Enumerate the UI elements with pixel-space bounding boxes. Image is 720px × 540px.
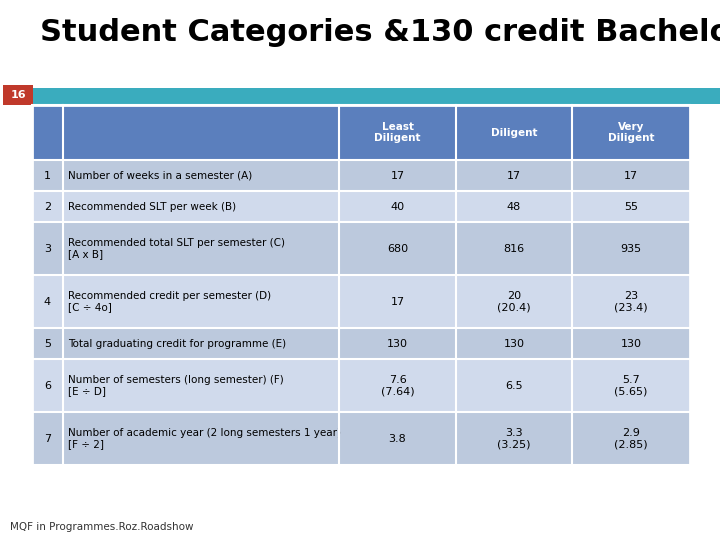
Bar (3, 85, 33, 105)
Text: 5.7
(5.65): 5.7 (5.65) (614, 375, 648, 396)
Bar (32, 191, 690, 222)
Text: Number of semesters (long semester) (F)
[E ÷ D]: Number of semesters (long semester) (F) … (68, 375, 284, 396)
Text: 17: 17 (390, 171, 405, 180)
Bar (32, 105, 690, 160)
Text: 17: 17 (507, 171, 521, 180)
Text: Diligent: Diligent (491, 127, 537, 138)
Text: 5: 5 (44, 339, 51, 349)
Text: 7.6
(7.64): 7.6 (7.64) (381, 375, 414, 396)
Bar (32, 105, 690, 465)
Bar (32, 359, 690, 412)
Bar (32, 275, 690, 328)
Text: 7: 7 (44, 434, 51, 443)
Text: Recommended total SLT per semester (C)
[A x B]: Recommended total SLT per semester (C) [… (68, 238, 285, 260)
Text: 816: 816 (503, 244, 525, 254)
Bar (32, 412, 690, 465)
Text: 2: 2 (44, 201, 51, 212)
Text: 17: 17 (624, 171, 638, 180)
Text: 55: 55 (624, 201, 638, 212)
Text: 2.9
(2.85): 2.9 (2.85) (614, 428, 648, 449)
Bar (32, 160, 690, 191)
Text: 17: 17 (390, 296, 405, 307)
Text: 130: 130 (387, 339, 408, 349)
Text: MQF in Programmes.Roz.Roadshow: MQF in Programmes.Roz.Roadshow (10, 522, 194, 532)
Text: 130: 130 (503, 339, 524, 349)
Text: Total graduating credit for programme (E): Total graduating credit for programme (E… (68, 339, 286, 349)
Text: 3: 3 (44, 244, 51, 254)
Text: 6.5: 6.5 (505, 381, 523, 390)
Bar (32, 222, 690, 275)
Text: 48: 48 (507, 201, 521, 212)
Text: Recommended SLT per week (B): Recommended SLT per week (B) (68, 201, 236, 212)
Bar (32, 328, 690, 359)
Text: 130: 130 (621, 339, 642, 349)
Text: Least
Diligent: Least Diligent (374, 122, 420, 143)
Text: 40: 40 (390, 201, 405, 212)
Text: 3.8: 3.8 (389, 434, 406, 443)
Text: 3.3
(3.25): 3.3 (3.25) (498, 428, 531, 449)
Text: Recommended credit per semester (D)
[C ÷ 4o]: Recommended credit per semester (D) [C ÷… (68, 291, 271, 313)
Text: Very
Diligent: Very Diligent (608, 122, 654, 143)
Text: Number of academic year (2 long semesters 1 year)
[F ÷ 2]: Number of academic year (2 long semester… (68, 428, 341, 449)
Text: 20
(20.4): 20 (20.4) (498, 291, 531, 313)
Bar (33, 88, 720, 104)
Text: Student Categories &130 credit Bachelors: Student Categories &130 credit Bachelors (40, 18, 720, 47)
Text: 935: 935 (621, 244, 642, 254)
Text: 1: 1 (44, 171, 51, 180)
Text: 680: 680 (387, 244, 408, 254)
Text: 23
(23.4): 23 (23.4) (614, 291, 648, 313)
Text: 4: 4 (44, 296, 51, 307)
Text: Number of weeks in a semester (A): Number of weeks in a semester (A) (68, 171, 252, 180)
Text: 16: 16 (10, 90, 26, 100)
Text: 6: 6 (44, 381, 51, 390)
